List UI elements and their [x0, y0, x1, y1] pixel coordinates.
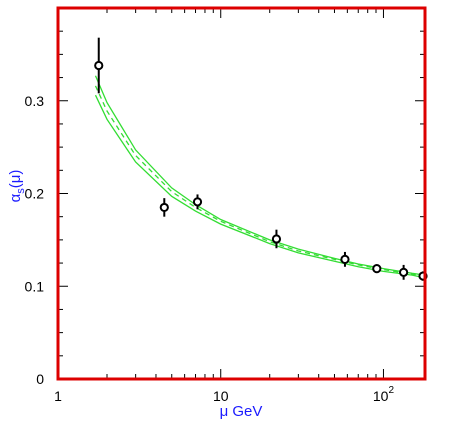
axis-ticks [57, 7, 425, 380]
x-tick-label-base: 10 [213, 388, 229, 404]
x-tick-label: 102 [373, 385, 395, 404]
data-point [340, 254, 350, 264]
plot-frame [56, 6, 427, 381]
data-point [271, 234, 282, 244]
y-tick-label: 0.1 [25, 278, 45, 294]
data-point [372, 264, 382, 274]
curve-lower [94, 94, 426, 279]
x-tick-label: 1 [54, 388, 62, 404]
y-tick-label: 0.2 [25, 186, 45, 202]
x-tick-label: 10 [213, 388, 229, 404]
curve-upper [94, 75, 426, 276]
y-axis-label: αs(μ) [7, 170, 27, 203]
data-point [399, 267, 409, 277]
data-point [94, 60, 104, 71]
x-tick-label-exponent: 2 [388, 385, 394, 396]
y-axis-label-main: α [7, 193, 24, 202]
x-tick-label-base: 1 [54, 388, 62, 404]
curve-central [94, 85, 426, 277]
y-axis-label-arg: (μ) [7, 170, 24, 189]
y-axis-label-sub: s [15, 188, 27, 194]
data-point [159, 202, 169, 213]
theory-curves [94, 75, 426, 279]
y-tick-label: 0.3 [25, 93, 45, 109]
data-point [192, 197, 203, 207]
y-tick-label: 0 [36, 371, 44, 387]
x-axis-label: μ GeV [220, 403, 263, 420]
x-tick-label-base: 10 [373, 388, 389, 404]
